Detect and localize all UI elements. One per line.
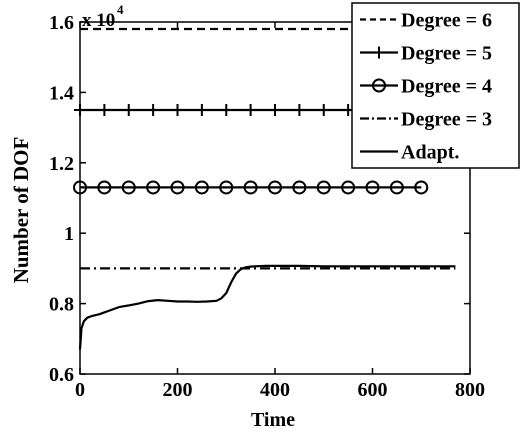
series-3-marker [389, 180, 404, 195]
series-2-marker [98, 104, 111, 116]
y-axis-label: Number of DOF [9, 137, 33, 284]
series-3-marker [268, 180, 282, 195]
y-tick-label: 0.6 [49, 364, 74, 386]
legend: Degree = 6 Degree = 5 Degree = 4 Degree = 3… [351, 2, 520, 169]
series-2-marker [122, 104, 135, 116]
legend-marker-2 [373, 46, 385, 59]
series-3-marker [243, 180, 258, 195]
series-2-marker [317, 104, 330, 116]
x-tick-label: 0 [75, 379, 85, 401]
series-2-marker [195, 104, 208, 116]
x-tick-label: 200 [163, 379, 193, 401]
legend-label-1: Degree = 6 [401, 10, 492, 32]
series-3-marker [97, 180, 112, 195]
series-3-marker [121, 180, 136, 195]
series-3-marker [146, 180, 161, 195]
y-tick-label: 0.8 [49, 294, 74, 316]
series-3-marker [365, 180, 380, 195]
legend-label-4: Degree = 3 [401, 109, 492, 131]
series-2-marker [244, 104, 257, 116]
legend-label-5: Adapt. [401, 142, 459, 164]
x-tick-label: 400 [260, 379, 290, 401]
series-2-marker [147, 104, 160, 116]
series-lines [73, 27, 456, 350]
series-2-marker [171, 104, 184, 116]
series-3-marker [414, 180, 429, 195]
x-tick-label: 800 [455, 379, 485, 401]
series-3-marker [292, 180, 307, 195]
y-tick-label: 1.4 [49, 82, 74, 104]
legend-label-3: Degree = 4 [401, 76, 492, 98]
series-2-marker [293, 104, 306, 116]
y-tick-label: 1 [64, 223, 74, 245]
series-3-marker [170, 180, 185, 195]
y-tick-label: 1.6 [49, 12, 74, 34]
series-3-marker [316, 180, 331, 195]
series-2-marker [220, 104, 233, 116]
y-multiplier-base: x 10 [82, 10, 115, 31]
legend-marker-3 [372, 78, 386, 93]
y-multiplier-exponent: 4 [117, 2, 124, 17]
x-axis-label: Time [251, 409, 295, 431]
series-3-marker [194, 180, 209, 195]
y-tick-label: 1.2 [49, 153, 74, 175]
series-3-marker [219, 180, 234, 195]
axes: 0 200 400 600 800 0.6 0.8 1 1.2 1.4 1.6 [49, 12, 485, 401]
series-2-marker [269, 104, 281, 116]
series-3-marker [341, 180, 356, 195]
legend-label-2: Degree = 5 [401, 43, 492, 65]
x-tick-label: 600 [358, 379, 388, 401]
series-line-5 [78, 264, 456, 350]
